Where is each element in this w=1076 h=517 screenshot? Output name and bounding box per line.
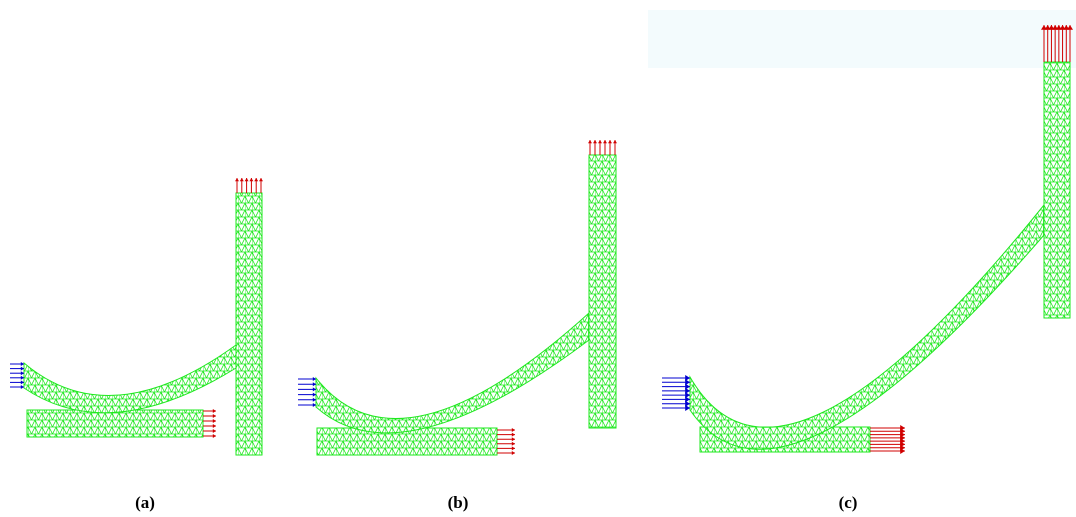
horizontal-beam <box>27 410 203 437</box>
arrow <box>608 140 612 143</box>
panel-b <box>316 155 616 455</box>
arrow <box>245 178 249 181</box>
arrow <box>213 424 216 428</box>
arrow <box>249 178 253 181</box>
arrow <box>512 451 515 455</box>
vertical-beam <box>236 193 262 455</box>
arrow <box>512 437 515 441</box>
vertical-beam <box>589 155 616 428</box>
arrow <box>512 433 515 437</box>
arrow <box>213 429 216 433</box>
horizontal-beam <box>317 428 497 455</box>
panel-c <box>690 62 1070 452</box>
page: {"panels": [{"label": "(a)"}, {"label": … <box>0 0 1076 517</box>
curved-beam <box>24 345 236 413</box>
arrow <box>512 442 515 446</box>
arrow <box>613 140 617 143</box>
figure: (a) (b) (c) <box>0 0 1076 517</box>
arrow <box>685 405 690 411</box>
panel-label: (b) <box>448 493 469 512</box>
panel-a <box>24 193 262 455</box>
arrow <box>603 140 607 143</box>
arrow <box>512 446 515 450</box>
arrow <box>259 178 263 181</box>
panel-label: (c) <box>839 493 858 512</box>
arrow <box>213 414 216 418</box>
arrow <box>512 428 515 432</box>
arrow <box>213 434 216 438</box>
arrow <box>598 140 602 143</box>
highlight-box <box>648 10 1076 68</box>
panel-label: (a) <box>135 493 155 512</box>
arrow <box>213 409 216 413</box>
arrow <box>588 140 592 143</box>
curved-beam <box>316 313 589 433</box>
arrow <box>254 178 258 181</box>
arrow <box>240 178 244 181</box>
arrow <box>235 178 239 181</box>
arrow <box>593 140 597 143</box>
curved-beam <box>690 205 1044 449</box>
arrow <box>213 419 216 423</box>
vertical-beam <box>1044 62 1070 318</box>
